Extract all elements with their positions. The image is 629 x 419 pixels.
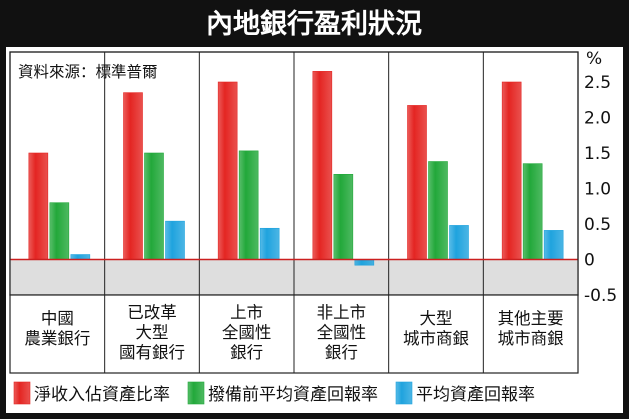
x-axis: 中國農業銀行已改革大型國有銀行上市全國性銀行非上市全國性銀行大型城市商銀其他主要… <box>9 294 579 374</box>
y-tick-label: 2.0 <box>584 109 611 129</box>
legend-label: 撥備前平均資產回報率 <box>208 385 378 405</box>
plot-area: 資料來源：標準普爾 <box>9 51 579 296</box>
bar-2-6 <box>522 163 543 260</box>
category-label-dividers <box>104 295 484 373</box>
y-axis-unit: % <box>586 49 602 69</box>
y-tick-label: -0.5 <box>584 286 617 306</box>
bar-1-6 <box>501 81 522 260</box>
legend-label: 淨收入佔資產比率 <box>34 385 170 405</box>
figure-border <box>0 41 629 419</box>
bars <box>28 71 564 266</box>
legend-swatch <box>187 381 205 405</box>
bar-1-5 <box>407 105 427 260</box>
bar-1-4 <box>312 71 333 260</box>
bar-3-5 <box>449 225 469 260</box>
category-label: 非上市全國性銀行 <box>317 303 367 362</box>
bar-1-2 <box>123 92 143 260</box>
chart-title: 內地銀行盈利狀況 <box>206 8 422 40</box>
category-label: 上市全國性銀行 <box>222 303 272 362</box>
legend-label: 平均資產回報率 <box>416 385 535 405</box>
category-dividers <box>104 52 484 295</box>
y-tick-label: 1.5 <box>584 144 611 164</box>
bar-1-1 <box>28 152 49 260</box>
category-label: 其他主要城市商銀 <box>498 309 564 348</box>
bar-2-4 <box>333 174 354 260</box>
category-label: 大型城市商銀 <box>403 309 469 348</box>
bar-3-2 <box>165 220 185 260</box>
y-tick-label: 0.5 <box>584 215 611 235</box>
y-axis: % 2.5 2.0 1.5 1.0 0.5 0 -0.5 <box>584 49 617 306</box>
category-labels: 中國農業銀行已改革大型國有銀行上市全國性銀行非上市全國性銀行大型城市商銀其他主要… <box>24 303 563 362</box>
category-label: 中國農業銀行 <box>24 309 90 348</box>
y-tick-labels: 2.5 2.0 1.5 1.0 0.5 0 -0.5 <box>584 73 617 306</box>
y-tick-label: 1.0 <box>584 180 611 200</box>
bar-2-3 <box>238 150 259 260</box>
legend: 淨收入佔資產比率 撥備前平均資產回報率 平均資產回報率 <box>13 381 535 405</box>
bar-2-2 <box>144 152 164 260</box>
y-tick-label: 2.5 <box>584 73 611 93</box>
legend-swatch <box>395 381 413 405</box>
bar-2-5 <box>428 161 448 260</box>
source-note: 資料來源：標準普爾 <box>18 63 158 81</box>
bar-3-6 <box>543 230 564 260</box>
bar-2-1 <box>49 202 70 260</box>
bar-3-3 <box>259 227 280 260</box>
y-tick-label: 0 <box>584 251 595 271</box>
title-bar <box>0 0 629 44</box>
legend-swatch <box>13 381 31 405</box>
category-label: 已改革大型國有銀行 <box>119 303 185 362</box>
bar-3-4 <box>354 259 375 266</box>
bar-1-3 <box>217 81 238 260</box>
